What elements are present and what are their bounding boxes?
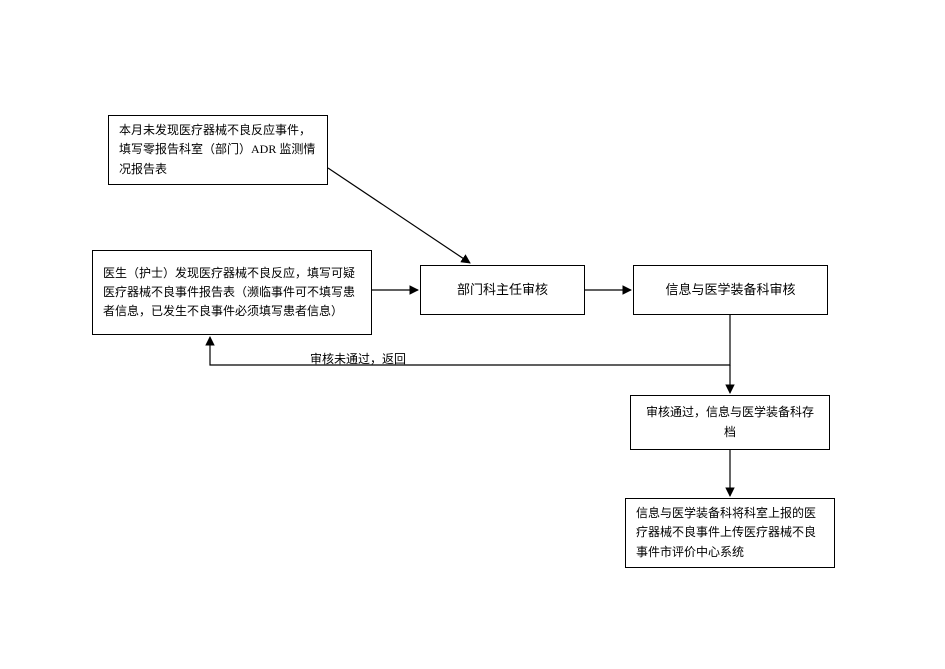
node-text: 部门科主任审核 <box>457 280 548 301</box>
node-archive: 审核通过，信息与医学装备科存档 <box>630 395 830 450</box>
node-text: 审核通过，信息与医学装备科存档 <box>641 403 819 441</box>
node-info-review: 信息与医学装备科审核 <box>633 265 828 315</box>
node-text: 信息与医学装备科将科室上报的医疗器械不良事件上传医疗器械不良事件市评价中心系统 <box>636 504 824 562</box>
edge-label-reject: 审核未通过，返回 <box>310 350 406 367</box>
node-text: 本月未发现医疗器械不良反应事件，填写零报告科室（部门）ADR 监测情况报告表 <box>119 121 317 179</box>
node-zero-report: 本月未发现医疗器械不良反应事件，填写零报告科室（部门）ADR 监测情况报告表 <box>108 115 328 185</box>
node-doctor-report: 医生（护士）发现医疗器械不良反应，填写可疑医疗器械不良事件报告表（濒临事件可不填… <box>92 250 372 335</box>
node-dept-review: 部门科主任审核 <box>420 265 585 315</box>
node-text: 信息与医学装备科审核 <box>665 280 795 301</box>
edge-label-text: 审核未通过，返回 <box>310 352 406 366</box>
node-text: 医生（护士）发现医疗器械不良反应，填写可疑医疗器械不良事件报告表（濒临事件可不填… <box>103 264 361 322</box>
node-upload: 信息与医学装备科将科室上报的医疗器械不良事件上传医疗器械不良事件市评价中心系统 <box>625 498 835 568</box>
